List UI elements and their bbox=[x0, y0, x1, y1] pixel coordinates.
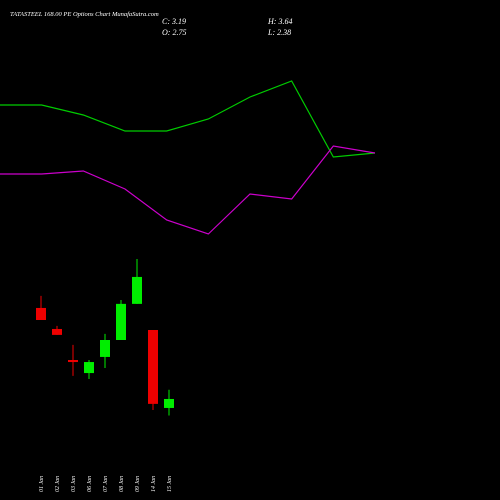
x-tick-label: 02 Jan bbox=[55, 476, 61, 492]
candle-body bbox=[116, 303, 126, 340]
ohlc-open: O: 2.75 bbox=[162, 28, 186, 37]
candle-body bbox=[84, 362, 94, 374]
ohlc-low: L: 2.38 bbox=[267, 28, 291, 37]
line-series bbox=[0, 145, 376, 235]
candle-body bbox=[100, 340, 110, 357]
x-tick-label: 14 Jan bbox=[150, 476, 157, 492]
chart-title: TATASTEEL 168.00 PE Options Chart Munafa… bbox=[10, 11, 159, 18]
candle-body bbox=[52, 328, 62, 335]
candle-body bbox=[68, 360, 78, 363]
x-tick-label: 06 Jan bbox=[87, 476, 93, 492]
candle-body bbox=[148, 330, 158, 404]
candle-body bbox=[36, 307, 46, 320]
x-tick-label: 01 Jan bbox=[39, 476, 45, 492]
ohlc-close: C: 3.19 bbox=[162, 17, 186, 26]
ohlc-high: H: 3.64 bbox=[267, 17, 292, 26]
x-tick-label: 03 Jan bbox=[71, 476, 77, 492]
candle-body bbox=[132, 276, 142, 304]
x-tick-label: 09 Jan bbox=[135, 476, 141, 492]
x-tick-label: 07 Jan bbox=[103, 476, 109, 492]
candle-body bbox=[164, 398, 174, 408]
x-tick-label: 08 Jan bbox=[119, 476, 125, 492]
x-tick-label: 15 Jan bbox=[167, 476, 173, 492]
line-series bbox=[0, 80, 376, 158]
